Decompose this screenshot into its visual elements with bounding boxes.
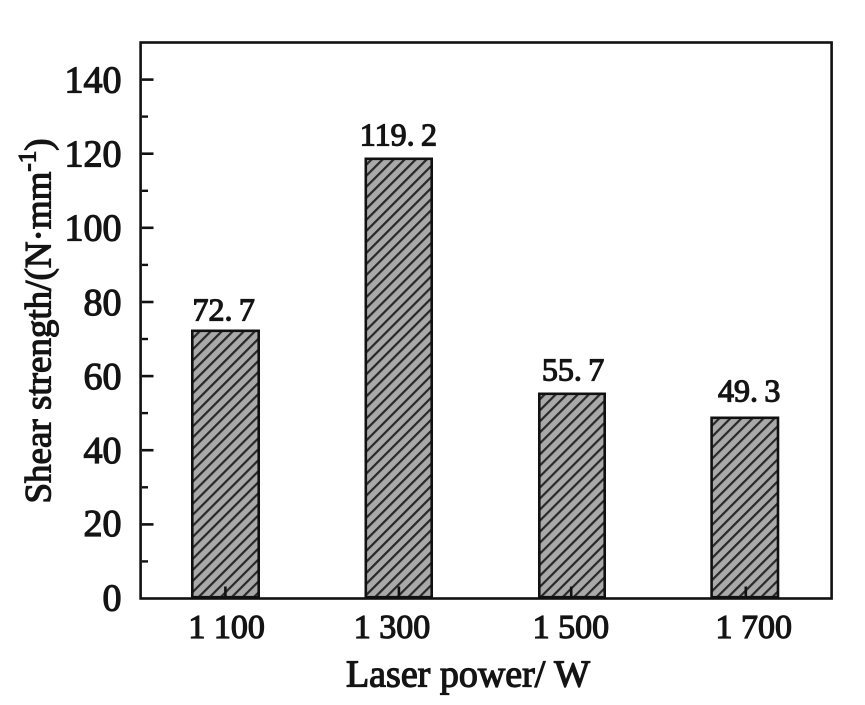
- svg-text:119. 2: 119. 2: [360, 116, 437, 152]
- svg-text:120: 120: [65, 134, 122, 176]
- svg-text:100: 100: [65, 208, 122, 250]
- svg-text:1 100: 1 100: [188, 609, 265, 646]
- svg-text:Laser power/ W: Laser power/ W: [346, 653, 590, 695]
- svg-text:1 300: 1 300: [354, 609, 431, 646]
- svg-text:40: 40: [84, 430, 122, 472]
- svg-text:0: 0: [103, 577, 122, 619]
- svg-text:1 700: 1 700: [715, 609, 792, 646]
- svg-text:Shear strength/(N·mm-1): Shear strength/(N·mm-1): [14, 138, 59, 503]
- svg-text:49. 3: 49. 3: [718, 373, 780, 409]
- svg-text:140: 140: [65, 59, 122, 101]
- svg-text:72. 7: 72. 7: [192, 292, 254, 328]
- svg-text:60: 60: [84, 356, 122, 398]
- svg-text:20: 20: [84, 503, 122, 545]
- svg-text:1 500: 1 500: [533, 609, 610, 646]
- svg-text:55. 7: 55. 7: [542, 352, 604, 388]
- svg-text:80: 80: [84, 282, 122, 324]
